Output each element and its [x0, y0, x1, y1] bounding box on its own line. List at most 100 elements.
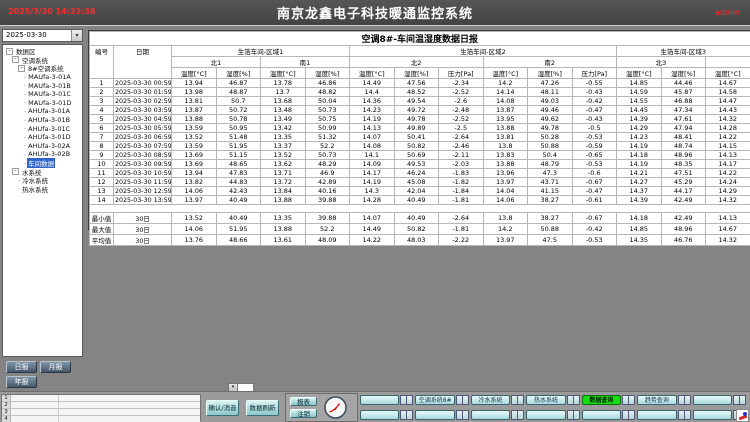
mini-button-icon[interactable] [629, 410, 636, 420]
tree-expand-icon[interactable]: - [6, 47, 13, 55]
mini-button-icon[interactable] [739, 395, 746, 405]
nav-bar-empty[interactable] [470, 410, 511, 420]
nav-mini-buttons[interactable] [455, 395, 469, 405]
tree-item[interactable]: - AHUfa-3-02B [3, 150, 82, 159]
mini-button-icon[interactable] [629, 395, 636, 405]
tree-item[interactable]: - 数据区 [3, 47, 82, 56]
nav-bar-empty[interactable] [526, 410, 566, 420]
tree-item[interactable]: - MAUfa-3-01D [3, 99, 82, 108]
nav-mini-buttons[interactable] [400, 395, 414, 405]
tree-item[interactable]: - MAUfa-3-01C [3, 90, 82, 99]
table-row: 11 2025-03-30 10:59 13.94 47.83 13.71 46.9 14.… [89, 168, 750, 178]
mini-button-icon[interactable] [684, 410, 691, 420]
alarm-row-number: 3 [2, 409, 11, 415]
tree-item-selected[interactable]: - 车间数据 [3, 158, 82, 169]
nav-mini-buttons[interactable] [455, 410, 469, 420]
nav-mini-buttons[interactable] [511, 410, 525, 420]
mini-button-icon[interactable] [455, 395, 463, 405]
monthly-report-button[interactable]: 月报 [40, 361, 71, 373]
nav-bar-empty[interactable] [415, 410, 455, 420]
cell-value: 46.76 [660, 234, 706, 246]
nav-bar-empty[interactable] [692, 410, 732, 420]
mini-button-icon[interactable] [400, 410, 408, 420]
nav-mini-buttons[interactable] [622, 410, 636, 420]
cell-value: 13.78 [260, 78, 306, 88]
mini-button-icon[interactable] [677, 395, 685, 405]
tree-item[interactable]: -8#空调系统 [3, 64, 82, 73]
daily-report-button[interactable]: 日报 [6, 361, 37, 373]
yearly-report-button[interactable]: 年报 [6, 376, 37, 388]
mini-button-icon[interactable] [511, 395, 519, 405]
tree-item[interactable]: - AHUfa-3-01C [3, 124, 82, 133]
cell-value: -1.81 [438, 195, 484, 205]
nav-bar-empty[interactable] [692, 395, 732, 405]
alarm-row[interactable]: 3 [2, 409, 200, 416]
nav-mini-buttons[interactable] [400, 410, 414, 420]
mini-button-icon[interactable] [462, 410, 469, 420]
tree-expand-icon[interactable]: - [12, 56, 19, 64]
cell-no: 12 [89, 177, 114, 187]
tree-item[interactable]: - 空调系统 [3, 56, 82, 65]
nav-button-active[interactable]: 数据查询 [581, 395, 622, 405]
mini-button-icon[interactable] [511, 410, 519, 420]
tree-item[interactable]: - AHUfa-3-01A [3, 107, 82, 116]
mini-button-icon[interactable] [455, 410, 463, 420]
cell-value: 47.94 [660, 123, 706, 133]
nav-button[interactable]: 趋势查询 [637, 395, 677, 405]
tree-expand-icon[interactable]: - [12, 168, 19, 176]
data-refresh-button[interactable]: 数据刷新 [246, 400, 279, 416]
mini-button-icon[interactable] [566, 410, 574, 420]
tree-expand-icon[interactable]: - [18, 64, 25, 72]
nav-button[interactable]: 空调系统8# [415, 395, 455, 405]
nav-mini-buttons[interactable] [677, 410, 691, 420]
nav-bar-empty[interactable] [360, 410, 400, 420]
mini-button-icon[interactable] [407, 410, 414, 420]
date-picker-value[interactable]: 2025-03-30 [6, 31, 47, 39]
mini-button-icon[interactable] [566, 395, 574, 405]
nav-bar-empty[interactable] [360, 395, 400, 405]
report-button[interactable]: 报表 [290, 397, 317, 406]
tree-item[interactable]: - AHUfa-3-01B [3, 116, 82, 125]
cell-value: 50.7 [215, 96, 261, 106]
mini-button-icon[interactable] [518, 410, 525, 420]
nav-mini-buttons[interactable] [622, 395, 636, 405]
nav-mini-buttons[interactable] [566, 410, 580, 420]
mini-button-icon[interactable] [518, 395, 525, 405]
mini-button-icon[interactable] [622, 395, 630, 405]
mini-button-icon[interactable] [622, 410, 630, 420]
tree-item[interactable]: - AHUfa-3-01D [3, 133, 82, 142]
alarm-row[interactable]: 4 [2, 416, 200, 422]
logout-button[interactable]: 注销 [290, 409, 317, 418]
nav-bar-empty[interactable] [637, 410, 677, 420]
mini-button-icon[interactable] [677, 410, 685, 420]
nav-button[interactable]: 热水系统 [526, 395, 566, 405]
tree-item[interactable]: - 水系统 [3, 167, 82, 177]
nav-button[interactable]: 冷水系统 [470, 395, 511, 405]
mini-button-icon[interactable] [407, 395, 414, 405]
cell-value: 14.15 [705, 141, 750, 151]
tree-item[interactable]: - AHUfa-3-02A [3, 142, 82, 151]
alarm-row[interactable]: 1 [2, 395, 200, 402]
confirm-mute-button[interactable]: 确认/消音 [206, 400, 239, 416]
alarm-row[interactable]: 2 [2, 402, 200, 409]
tree-item[interactable]: - 热水系统 [3, 185, 82, 194]
mini-button-icon[interactable] [400, 395, 408, 405]
cell-value: 13.88 [260, 223, 306, 235]
mini-button-icon[interactable] [684, 395, 691, 405]
nav-slot: 数据查询 [581, 395, 636, 405]
mini-button-icon[interactable] [732, 395, 740, 405]
nav-mini-buttons[interactable] [732, 395, 746, 405]
nav-mini-buttons[interactable] [511, 395, 525, 405]
tree-item[interactable]: - MAUfa-3-01B [3, 81, 82, 90]
date-picker[interactable]: 2025-03-30 ▾ [2, 29, 83, 42]
chevron-down-icon[interactable]: ▾ [71, 30, 82, 41]
nav-mini-buttons[interactable] [566, 395, 580, 405]
mini-button-icon[interactable] [573, 395, 580, 405]
tree-item[interactable]: - MAUfa-3-01A [3, 73, 82, 82]
tree-item[interactable]: - 冷水系统 [3, 176, 82, 186]
nav-bar-empty[interactable] [581, 410, 622, 420]
mini-button-icon[interactable] [573, 410, 580, 420]
nav-mini-buttons[interactable] [677, 395, 691, 405]
mini-button-icon[interactable] [462, 395, 469, 405]
cell-no: 2 [89, 87, 114, 97]
